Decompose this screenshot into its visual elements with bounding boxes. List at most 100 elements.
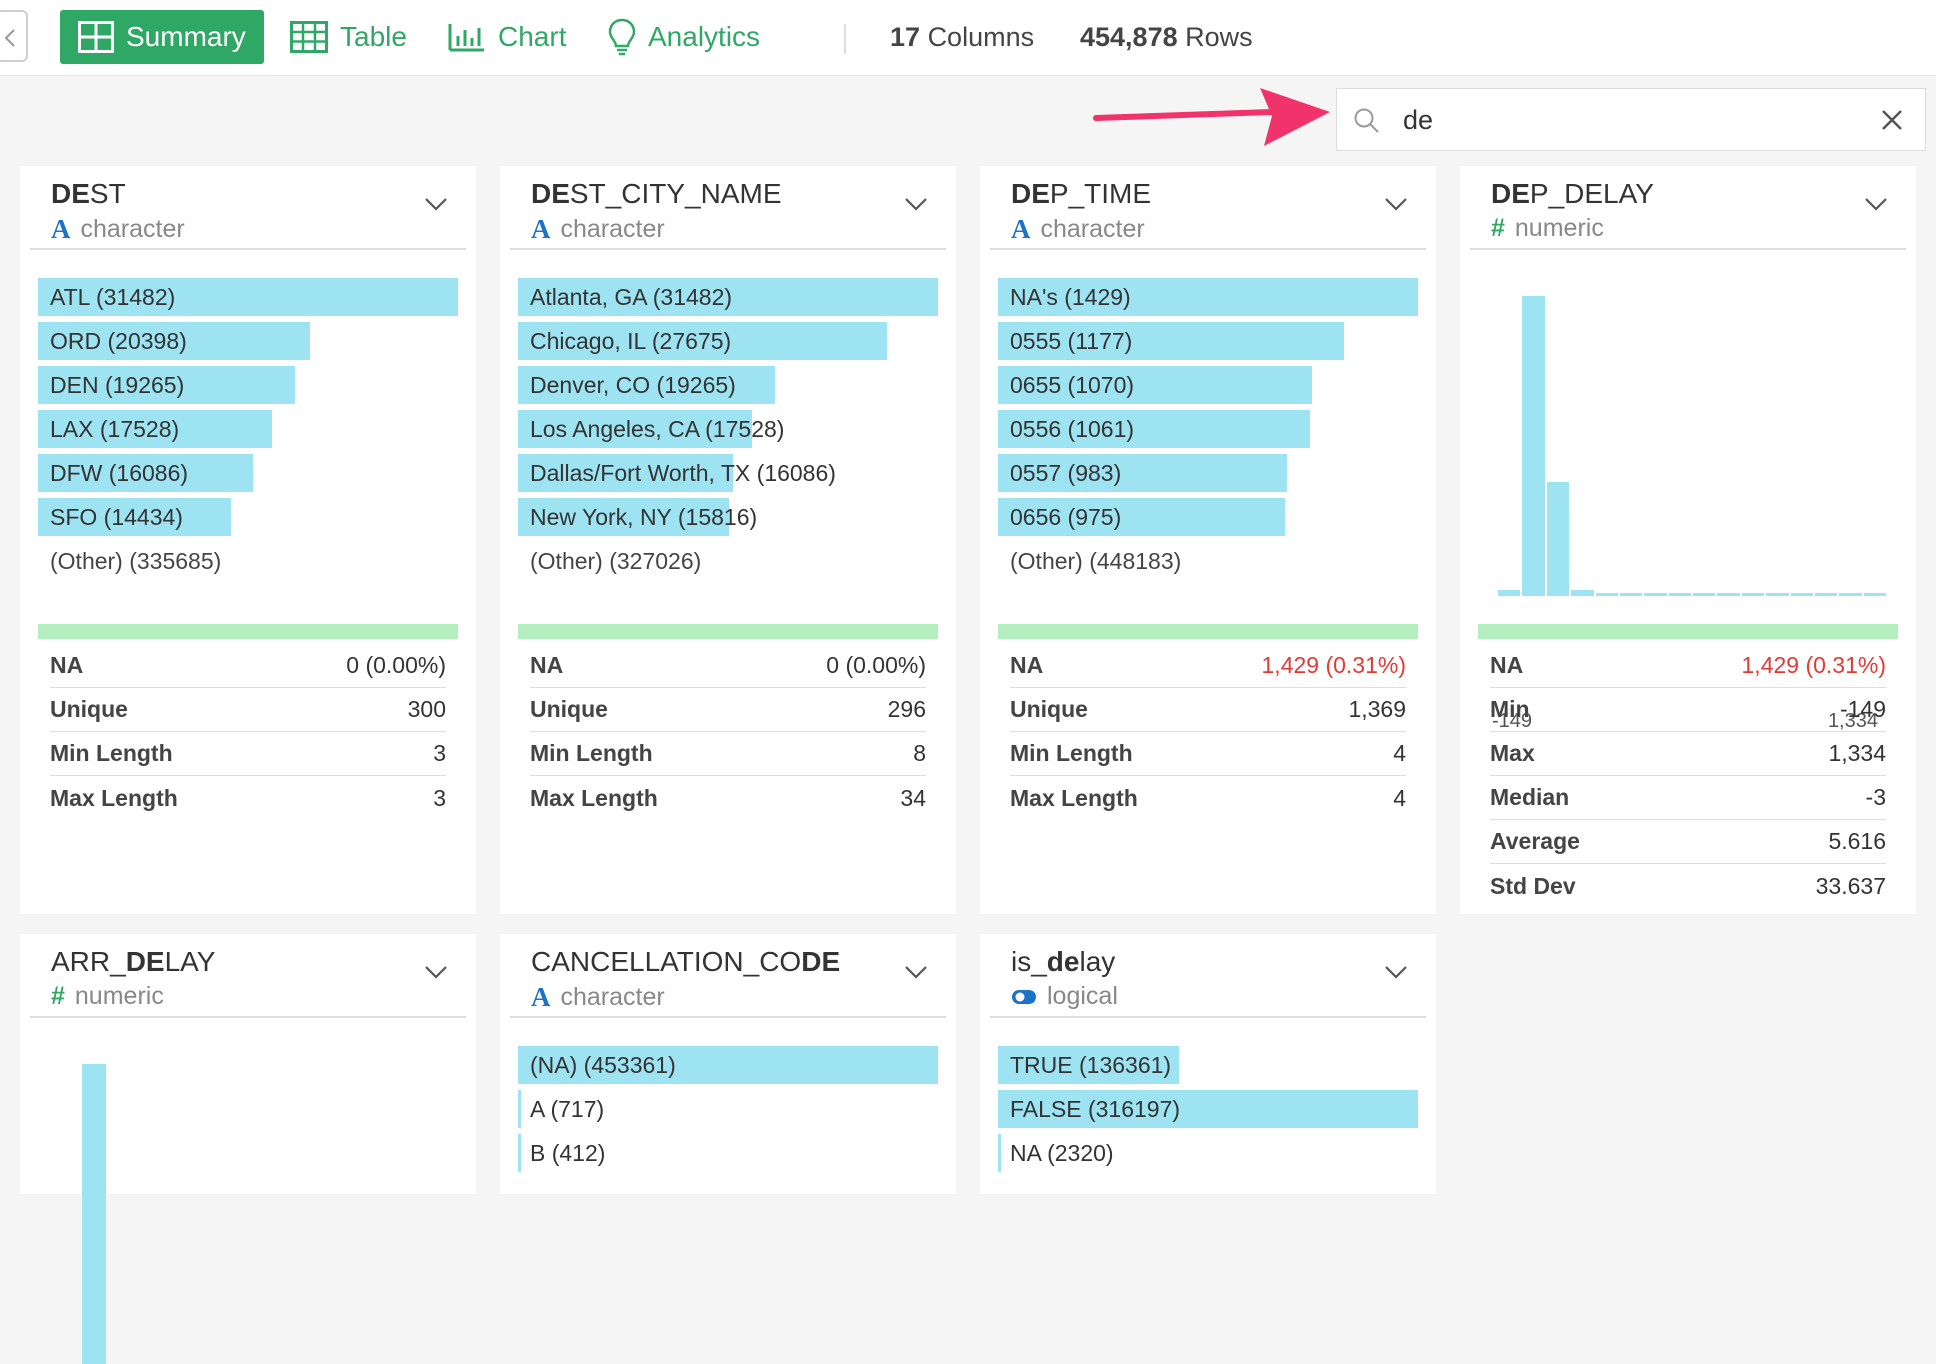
numeric-type-icon: # xyxy=(1491,214,1505,242)
tab-label: Table xyxy=(340,21,407,52)
histogram-bar[interactable] xyxy=(1498,590,1521,596)
tab-table[interactable]: Table xyxy=(272,10,425,64)
value-bar-label: NA (2320) xyxy=(1010,1140,1114,1166)
histogram-bar[interactable] xyxy=(1668,593,1691,596)
stat-row: Unique 300 xyxy=(50,688,446,732)
name-suffix: lay xyxy=(1079,946,1116,977)
value-bar-row[interactable]: New York, NY (15816) xyxy=(518,498,938,536)
column-name: DEP_TIME xyxy=(1011,178,1151,210)
rows-count: 454,878 Rows xyxy=(1080,22,1253,52)
stat-row: Min -149 xyxy=(1490,688,1886,732)
back-button[interactable] xyxy=(0,10,28,62)
stat-label: Median xyxy=(1490,784,1570,810)
histogram-bar[interactable] xyxy=(1693,593,1716,596)
other-values-row: (Other) (327026) xyxy=(518,542,938,580)
stat-value: 3 xyxy=(433,740,446,766)
value-bar-label: 0555 (1177) xyxy=(1010,328,1133,354)
histogram-bar[interactable] xyxy=(1741,593,1765,596)
value-bar-row[interactable]: DFW (16086) xyxy=(38,454,458,492)
value-bar-label: (NA) (453361) xyxy=(530,1052,676,1078)
tab-label: Summary xyxy=(126,21,246,52)
tab-analytics[interactable]: Analytics xyxy=(590,10,778,64)
histogram-bar[interactable] xyxy=(1546,482,1570,596)
other-values-label: (Other) (448183) xyxy=(1010,548,1182,574)
name-prefix: is_ xyxy=(1011,946,1047,977)
value-bar xyxy=(518,410,752,448)
value-bar-label: FALSE (316197) xyxy=(1010,1096,1181,1122)
value-bar xyxy=(38,410,272,448)
stat-label: Std Dev xyxy=(1490,872,1576,899)
histogram-bar[interactable] xyxy=(82,1064,106,1364)
name-match-highlight: DE xyxy=(125,946,165,977)
chevron-down-icon[interactable] xyxy=(424,196,448,212)
close-icon[interactable] xyxy=(1879,107,1905,133)
columns-count: 17 Columns xyxy=(890,22,1035,52)
value-bar-row[interactable]: DEN (19265) xyxy=(38,366,458,404)
value-bar-label: NA's (1429) xyxy=(1010,284,1131,310)
value-bar-row[interactable]: LAX (17528) xyxy=(38,410,458,448)
histogram-bar[interactable] xyxy=(1790,593,1813,596)
value-bar-row[interactable]: Dallas/Fort Worth, TX (16086) xyxy=(518,454,938,492)
value-bar-row[interactable]: 0556 (1061) xyxy=(998,410,1418,448)
type-label: character xyxy=(1040,215,1145,243)
value-bar xyxy=(998,410,1310,448)
stat-label: Max Length xyxy=(530,784,658,811)
chevron-down-icon[interactable] xyxy=(1864,196,1888,212)
histogram-bar[interactable] xyxy=(1863,593,1886,596)
histogram-bar[interactable] xyxy=(1766,593,1789,596)
value-bar-row[interactable]: SFO (14434) xyxy=(38,498,458,536)
name-suffix: P_TIME xyxy=(1049,178,1152,209)
value-bar-row[interactable]: Atlanta, GA (31482) xyxy=(518,278,938,316)
value-bar-row[interactable]: Denver, CO (19265) xyxy=(518,366,938,404)
value-bar-row[interactable]: ORD (20398) xyxy=(38,322,458,360)
value-bar-row[interactable]: ATL (31482) xyxy=(38,278,458,316)
tab-summary[interactable]: Summary xyxy=(60,10,264,64)
histogram-bar[interactable] xyxy=(1595,593,1618,596)
column-type: # numeric xyxy=(1491,214,1604,243)
value-bar-row[interactable]: 0555 (1177) xyxy=(998,322,1418,360)
histogram-bar[interactable] xyxy=(1644,593,1667,596)
value-bar-row[interactable]: B (412) xyxy=(518,1134,938,1172)
histogram-min-label: -149 xyxy=(1492,710,1533,732)
character-type-icon: A xyxy=(531,214,551,244)
histogram-bar[interactable] xyxy=(1571,590,1594,596)
value-bar-row[interactable]: 0655 (1070) xyxy=(998,366,1418,404)
chevron-down-icon[interactable] xyxy=(904,196,928,212)
histogram-bar[interactable] xyxy=(1619,593,1643,596)
value-bar-row[interactable]: TRUE (136361) xyxy=(998,1046,1418,1084)
value-bar xyxy=(38,454,253,492)
toggle-type-icon xyxy=(1012,989,1036,1004)
value-bar-row[interactable]: 0656 (975) xyxy=(998,498,1418,536)
summary-stats: NA 1,429 (0.31%) Min -149 Max 1,334 Median -3 Av… xyxy=(1490,644,1886,908)
value-bar-row[interactable]: Los Angeles, CA (17528) xyxy=(518,410,938,448)
value-distribution: NA's (1429) 0555 (1177) 0655 (1070) 0556 (1… xyxy=(998,278,1418,586)
value-bar-row[interactable]: A (717) xyxy=(518,1090,938,1128)
stat-label: Average xyxy=(1490,828,1580,854)
tab-chart[interactable]: Chart xyxy=(430,10,584,64)
value-bar-row[interactable]: 0557 (983) xyxy=(998,454,1418,492)
chevron-down-icon[interactable] xyxy=(1384,196,1408,212)
column-name: is_delay xyxy=(1011,946,1115,978)
value-bar-row[interactable]: NA's (1429) xyxy=(998,278,1418,316)
value-bar-row[interactable]: (NA) (453361) xyxy=(518,1046,938,1084)
histogram-bar[interactable] xyxy=(1717,593,1740,596)
value-bar-row[interactable]: NA (2320) xyxy=(998,1134,1418,1172)
value-bar-row[interactable]: Chicago, IL (27675) xyxy=(518,322,938,360)
value-bar xyxy=(38,322,310,360)
histogram-bar[interactable] xyxy=(1522,296,1545,596)
chevron-down-icon[interactable] xyxy=(904,964,928,980)
value-bar-row[interactable]: FALSE (316197) xyxy=(998,1090,1418,1128)
histogram-bar[interactable] xyxy=(1839,593,1862,596)
value-bar-label: 0656 (975) xyxy=(1010,504,1122,530)
card-header: is_delay logical xyxy=(990,934,1426,1018)
search-input[interactable] xyxy=(1403,99,1843,141)
column-name: DEST xyxy=(51,178,126,210)
histogram xyxy=(38,1046,458,1364)
value-bar xyxy=(38,278,458,316)
chevron-down-icon[interactable] xyxy=(424,964,448,980)
histogram-bar[interactable] xyxy=(1814,593,1838,596)
chevron-down-icon[interactable] xyxy=(1384,964,1408,980)
